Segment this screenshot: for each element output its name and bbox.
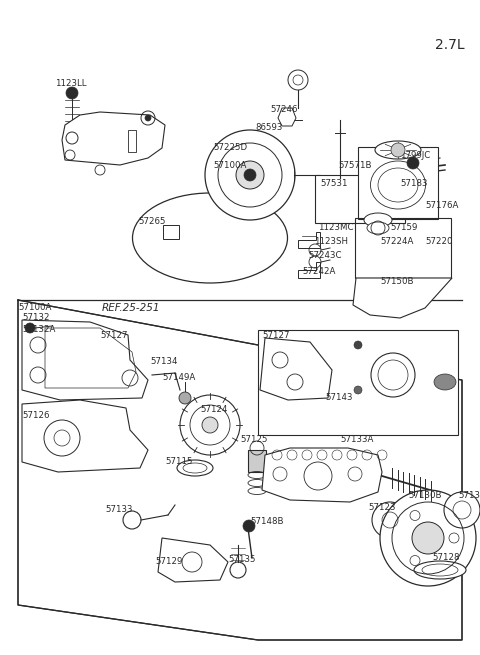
- Circle shape: [410, 510, 420, 521]
- Text: 57242A: 57242A: [302, 267, 336, 276]
- Text: 57128: 57128: [432, 553, 459, 563]
- Polygon shape: [62, 112, 165, 165]
- Circle shape: [25, 323, 35, 333]
- Text: 1799JC: 1799JC: [400, 151, 430, 160]
- Bar: [248, 450, 266, 472]
- Circle shape: [205, 130, 295, 220]
- Circle shape: [202, 417, 218, 433]
- Polygon shape: [18, 300, 462, 640]
- Polygon shape: [353, 278, 452, 318]
- Text: 57143: 57143: [325, 394, 352, 403]
- Ellipse shape: [414, 561, 466, 579]
- Polygon shape: [22, 320, 148, 400]
- Text: 57150B: 57150B: [380, 278, 413, 286]
- Polygon shape: [158, 538, 228, 582]
- Text: 57126: 57126: [22, 411, 49, 419]
- Bar: [128, 130, 136, 152]
- Text: 57130B: 57130B: [408, 491, 442, 500]
- Text: 2.7L: 2.7L: [435, 38, 465, 52]
- Text: 57183: 57183: [400, 179, 428, 187]
- Ellipse shape: [177, 460, 213, 476]
- Circle shape: [354, 386, 362, 394]
- Text: 57131: 57131: [458, 491, 480, 500]
- Circle shape: [180, 395, 240, 455]
- Text: 57134: 57134: [150, 358, 178, 367]
- Text: 57127: 57127: [262, 331, 289, 339]
- Polygon shape: [22, 400, 148, 472]
- Text: 57123: 57123: [368, 504, 396, 512]
- Circle shape: [380, 490, 476, 586]
- Bar: [258, 330, 458, 435]
- Ellipse shape: [364, 213, 392, 227]
- Text: 57125: 57125: [240, 436, 267, 445]
- Text: 57246: 57246: [270, 105, 298, 115]
- Text: 57571B: 57571B: [338, 160, 372, 170]
- Text: 57132: 57132: [22, 314, 49, 322]
- Text: 1123SH: 1123SH: [314, 238, 348, 246]
- Text: 57176A: 57176A: [425, 200, 458, 210]
- Circle shape: [243, 520, 255, 532]
- Text: 57265: 57265: [138, 217, 166, 227]
- Text: 57159: 57159: [390, 223, 418, 233]
- Bar: [315, 175, 405, 223]
- Circle shape: [412, 522, 444, 554]
- Circle shape: [391, 143, 405, 157]
- Text: 1123LL: 1123LL: [55, 79, 86, 88]
- Circle shape: [145, 115, 151, 121]
- Text: 57243C: 57243C: [308, 250, 341, 259]
- Text: 57148B: 57148B: [250, 517, 284, 527]
- Text: 57220: 57220: [425, 238, 453, 246]
- Text: 57149A: 57149A: [162, 373, 195, 383]
- Text: 57124: 57124: [200, 405, 228, 415]
- Text: 57135: 57135: [228, 555, 255, 565]
- Text: 57133: 57133: [105, 506, 132, 514]
- Text: 57224A: 57224A: [380, 238, 413, 246]
- Text: 57129: 57129: [155, 557, 182, 567]
- Text: 57225D: 57225D: [213, 143, 247, 153]
- Circle shape: [444, 492, 480, 528]
- Circle shape: [407, 157, 419, 169]
- Bar: [163, 225, 179, 239]
- Circle shape: [244, 169, 256, 181]
- Circle shape: [66, 87, 78, 99]
- Text: 1123MC: 1123MC: [318, 223, 353, 233]
- Text: REF.25-251: REF.25-251: [102, 303, 160, 313]
- Circle shape: [354, 341, 362, 349]
- Text: 86593: 86593: [255, 122, 282, 132]
- Bar: [358, 147, 438, 219]
- Circle shape: [449, 533, 459, 543]
- Bar: [355, 218, 451, 278]
- Text: 57531: 57531: [320, 179, 348, 187]
- Ellipse shape: [375, 141, 421, 159]
- Text: 57115: 57115: [165, 457, 192, 466]
- Ellipse shape: [367, 222, 389, 234]
- Circle shape: [372, 502, 408, 538]
- Text: 57100A: 57100A: [213, 160, 246, 170]
- Text: 57133A: 57133A: [340, 436, 373, 445]
- Text: 57127: 57127: [100, 331, 128, 339]
- Polygon shape: [278, 108, 296, 126]
- Text: 57100A: 57100A: [18, 303, 51, 312]
- Ellipse shape: [434, 374, 456, 390]
- Polygon shape: [260, 338, 332, 400]
- Polygon shape: [262, 448, 382, 502]
- Circle shape: [410, 555, 420, 565]
- Circle shape: [236, 161, 264, 189]
- Text: 57132A: 57132A: [22, 326, 55, 335]
- Circle shape: [179, 392, 191, 404]
